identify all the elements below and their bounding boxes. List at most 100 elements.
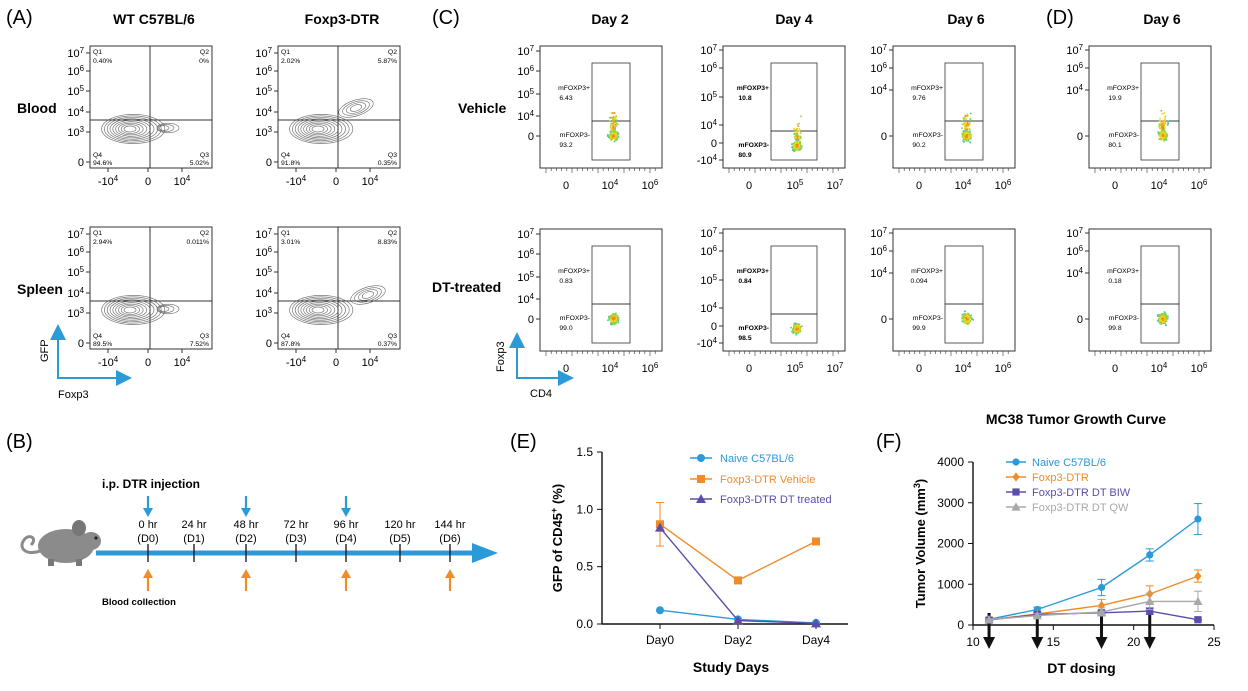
- cell-dot: [961, 123, 964, 126]
- y-tick-label: 105: [700, 273, 717, 287]
- cell-dot: [1165, 139, 1168, 141]
- q3-value: 5.02%: [190, 160, 209, 167]
- cell-dot: [1165, 132, 1167, 134]
- cell-dot: [610, 112, 613, 114]
- cell-dot: [961, 134, 964, 136]
- cell-dot: [1160, 314, 1162, 317]
- cell-dot: [964, 321, 966, 324]
- cell-dot: [614, 138, 616, 140]
- cell-dot: [611, 130, 613, 133]
- gate-neg-label: mFOXP3-: [560, 132, 590, 139]
- cell-dot: [615, 137, 617, 139]
- x-tick-label: -104: [98, 355, 119, 369]
- cell-dot: [968, 319, 970, 322]
- timepoint-hours: 24 hr: [181, 519, 206, 531]
- y-tick-label: 104: [1066, 83, 1083, 97]
- cell-dot: [1162, 313, 1164, 316]
- timepoint-day: (D0): [137, 533, 158, 545]
- panel-e-line-chart: 0.0 0.5 1.0 1.5 Day0 Day2 Day4 Study Days GFP of…: [549, 445, 848, 675]
- cell-dot: [1165, 315, 1167, 318]
- gate-pos-value: 0.18: [1108, 278, 1121, 285]
- cell-dot: [1163, 138, 1166, 140]
- data-point: [984, 615, 994, 624]
- contour-line-q3: [158, 306, 170, 312]
- x-tick-label: 105: [787, 178, 804, 192]
- cell-dot: [1165, 320, 1168, 322]
- gate-neg-label: mFOXP3-: [913, 315, 943, 322]
- plot-frame: [892, 45, 1016, 169]
- cell-dot: [612, 122, 614, 124]
- cell-dot: [1159, 316, 1162, 319]
- cell-dot: [796, 123, 799, 125]
- cell-dot: [1159, 317, 1161, 319]
- x-tick-label: Day0: [646, 633, 674, 647]
- cell-dot: [963, 313, 966, 316]
- contour-line: [311, 125, 325, 133]
- timepoint-6: 144 hr (D6): [434, 519, 466, 591]
- cell-dot: [608, 317, 610, 319]
- gate-neg-value: 90.2: [912, 142, 925, 149]
- cell-dot: [615, 119, 618, 121]
- y-tick-label: 105: [517, 270, 534, 284]
- cell-dot: [798, 130, 801, 132]
- cell-dot: [610, 139, 612, 141]
- y-tick-label: 106: [1066, 244, 1083, 258]
- x-tick-label: 104: [1151, 361, 1168, 375]
- cell-dot: [794, 322, 797, 324]
- cell-dot: [611, 313, 614, 316]
- panel-a-row-title-blood: Blood: [17, 100, 57, 116]
- gate-neg-label: mFOXP3-: [738, 142, 769, 149]
- cell-dot: [796, 138, 799, 140]
- contour-line-q3: [156, 303, 180, 315]
- flow-plot-c-5: mFOXP3+ 0.094 mFOXP3- 99.9 107 106 104 0 0 104 106: [870, 226, 1016, 375]
- cell-dot: [966, 321, 969, 324]
- x-tick-label: 104: [602, 178, 619, 192]
- gate-neg-value: 80.9: [738, 152, 751, 159]
- y-tick-label: 0: [711, 138, 717, 150]
- cell-dot: [1159, 321, 1162, 323]
- cell-dot: [961, 133, 964, 135]
- plot-frame: [277, 45, 401, 169]
- contour-line: [297, 299, 343, 321]
- cell-dot: [1161, 132, 1164, 134]
- plot-frame: [1088, 45, 1212, 169]
- legend-label: Foxp3-DTR Vehicle: [720, 474, 815, 486]
- legend-label: Naive C57BL/6: [1032, 457, 1106, 469]
- cell-dot: [612, 119, 614, 121]
- cell-dot: [961, 135, 964, 138]
- cell-dot: [611, 134, 614, 137]
- x-tick-label: Day2: [724, 633, 752, 647]
- flow-plot-c-3: mFOXP3+ 0.83 mFOXP3- 99.0 107 106 105 104 0 0 104 1…: [517, 227, 663, 375]
- cell-dot: [969, 134, 971, 137]
- cell-dot: [797, 148, 800, 150]
- y-tick-label: 0: [528, 131, 534, 143]
- cell-dot: [612, 314, 615, 317]
- y-tick-label: 0: [1077, 131, 1083, 143]
- x-tick-label: 0: [563, 363, 569, 375]
- contour-line: [109, 299, 155, 321]
- cell-dot: [611, 317, 614, 319]
- cell-dot: [795, 143, 798, 146]
- cell-dot: [1161, 126, 1163, 129]
- gate-pos-label: mFOXP3+: [737, 268, 769, 275]
- y-tick-label: 105: [700, 90, 717, 104]
- cell-dot: [615, 121, 617, 124]
- panel-c-col-title-day2: Day 2: [591, 11, 629, 27]
- x-tick-label: 0: [563, 180, 569, 192]
- x-tick-label: 106: [1191, 178, 1208, 192]
- y-axis-label: Tumor Volume (mm3): [912, 479, 928, 609]
- y-tick-label: 103: [255, 125, 272, 139]
- cell-dot: [969, 130, 971, 133]
- contour-line: [101, 295, 166, 325]
- x-tick-label: 10: [966, 635, 980, 649]
- cell-dot: [609, 315, 611, 317]
- x-tick-label: 0: [333, 357, 339, 369]
- cell-dot: [613, 112, 616, 114]
- cell-dot: [799, 145, 802, 148]
- cell-dot: [609, 323, 612, 325]
- cell-dot: [792, 332, 794, 334]
- contour-line: [292, 115, 350, 143]
- cell-dot: [1159, 315, 1161, 317]
- cell-dot: [613, 318, 615, 321]
- contour-line: [306, 303, 332, 317]
